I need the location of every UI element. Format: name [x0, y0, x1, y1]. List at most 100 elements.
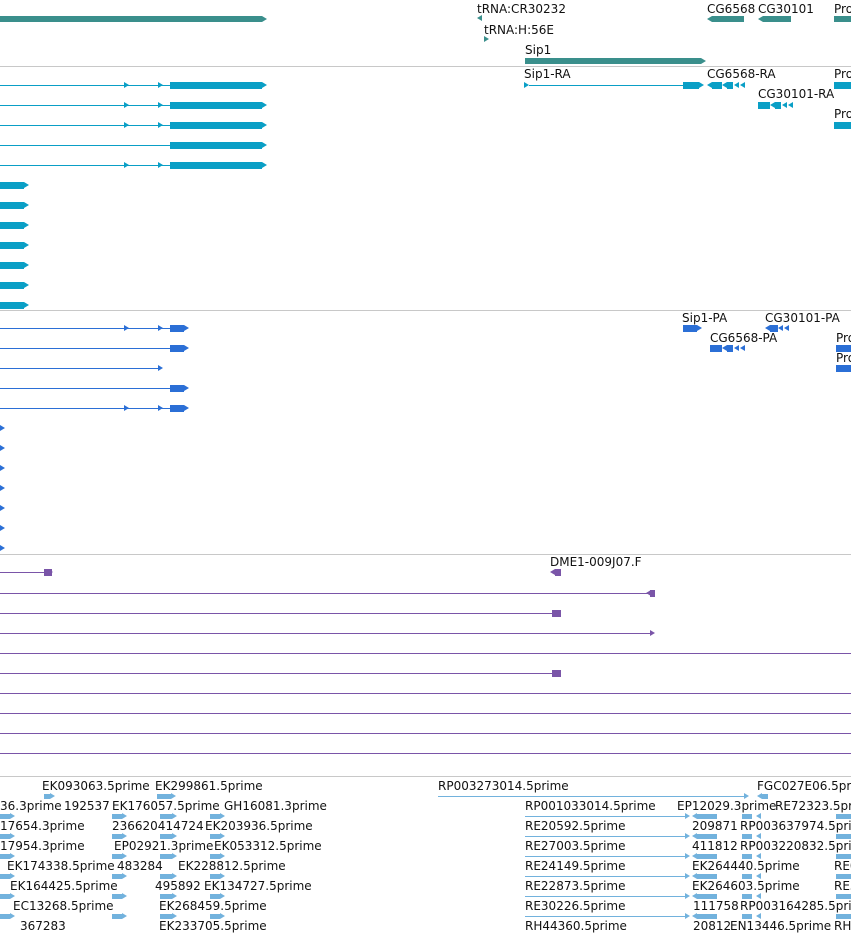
feature-block[interactable]: [758, 102, 770, 109]
est-line[interactable]: [525, 856, 685, 857]
feature-block[interactable]: [770, 325, 778, 332]
est-block[interactable]: [697, 914, 717, 919]
est-line[interactable]: [438, 796, 744, 797]
est-block[interactable]: [697, 834, 717, 839]
feature-line[interactable]: [0, 653, 851, 654]
est-block[interactable]: [742, 854, 752, 859]
transcript-exon[interactable]: [170, 162, 262, 169]
transcript-exon[interactable]: [0, 222, 24, 229]
feature-block[interactable]: [836, 345, 851, 352]
feature-line[interactable]: [0, 673, 552, 674]
est-block[interactable]: [0, 894, 10, 899]
est-block[interactable]: [742, 814, 752, 819]
est-block[interactable]: [0, 814, 10, 819]
feature-block[interactable]: [727, 345, 733, 352]
est-block[interactable]: [112, 814, 122, 819]
protein-exon[interactable]: [170, 325, 184, 332]
est-block[interactable]: [836, 874, 851, 879]
est-block[interactable]: [160, 874, 172, 879]
est-block[interactable]: [210, 834, 220, 839]
transcript-exon[interactable]: [683, 82, 699, 89]
trna-arrow-icon[interactable]: [477, 15, 482, 21]
feature-block[interactable]: [157, 794, 171, 799]
est-block[interactable]: [836, 914, 851, 919]
est-block[interactable]: [742, 914, 752, 919]
transcript-exon[interactable]: [0, 202, 24, 209]
feature-line[interactable]: [0, 753, 851, 754]
est-line[interactable]: [525, 876, 685, 877]
protein-intron[interactable]: [0, 368, 158, 369]
gene-feature-sip1[interactable]: [525, 58, 701, 64]
est-block[interactable]: [742, 834, 752, 839]
transcript-exon[interactable]: [170, 122, 262, 129]
est-block[interactable]: [160, 914, 172, 919]
transcript-intron[interactable]: [0, 125, 170, 126]
protein-intron[interactable]: [0, 388, 170, 389]
est-block[interactable]: [697, 894, 717, 899]
trna-arrow-icon[interactable]: [484, 36, 489, 42]
est-block[interactable]: [836, 834, 851, 839]
est-line[interactable]: [525, 896, 685, 897]
protein-exon[interactable]: [170, 345, 184, 352]
feature-block[interactable]: [710, 345, 722, 352]
est-block[interactable]: [0, 834, 10, 839]
est-line[interactable]: [525, 816, 685, 817]
est-block[interactable]: [160, 814, 172, 819]
feature-block[interactable]: [727, 82, 733, 89]
transcript-intron[interactable]: [529, 85, 683, 86]
feature-block[interactable]: [555, 569, 561, 576]
transcript-intron[interactable]: [0, 145, 170, 146]
alignment-line[interactable]: [0, 572, 44, 573]
feature-block[interactable]: [552, 610, 561, 617]
feature-block[interactable]: [44, 794, 50, 799]
feature-line[interactable]: [0, 693, 851, 694]
est-block[interactable]: [210, 914, 220, 919]
feature-line[interactable]: [0, 633, 650, 634]
est-block[interactable]: [210, 814, 220, 819]
est-block[interactable]: [160, 894, 172, 899]
est-block[interactable]: [0, 854, 10, 859]
gene-feature-cg6568[interactable]: [712, 16, 744, 22]
est-line[interactable]: [525, 836, 685, 837]
feature-block[interactable]: [712, 82, 722, 89]
transcript-exon[interactable]: [170, 82, 262, 89]
transcript-exon[interactable]: [0, 302, 24, 309]
est-block[interactable]: [836, 894, 851, 899]
gene-feature-pro[interactable]: [834, 16, 851, 22]
feature-block[interactable]: [552, 670, 561, 677]
transcript-intron[interactable]: [0, 85, 170, 86]
feature-block[interactable]: [834, 122, 851, 129]
feature-line[interactable]: [0, 593, 650, 594]
est-block[interactable]: [112, 854, 122, 859]
protein-intron[interactable]: [0, 408, 170, 409]
transcript-exon[interactable]: [0, 262, 24, 269]
transcript-intron[interactable]: [0, 105, 170, 106]
feature-block[interactable]: [650, 590, 655, 597]
est-block[interactable]: [112, 914, 122, 919]
est-block[interactable]: [742, 894, 752, 899]
feature-block[interactable]: [775, 102, 781, 109]
transcript-intron[interactable]: [0, 165, 170, 166]
protein-exon[interactable]: [170, 405, 184, 412]
est-block[interactable]: [210, 894, 220, 899]
protein-intron[interactable]: [0, 328, 170, 329]
feature-block[interactable]: [834, 82, 851, 89]
gene-feature-cg30101[interactable]: [763, 16, 791, 22]
transcript-exon[interactable]: [0, 282, 24, 289]
est-block[interactable]: [210, 874, 220, 879]
est-block[interactable]: [697, 814, 717, 819]
feature-block[interactable]: [762, 794, 768, 799]
est-block[interactable]: [160, 834, 172, 839]
feature-block[interactable]: [836, 365, 851, 372]
protein-intron[interactable]: [0, 348, 170, 349]
est-block[interactable]: [112, 894, 122, 899]
gene-feature[interactable]: [0, 16, 262, 22]
est-block[interactable]: [697, 874, 717, 879]
est-block[interactable]: [210, 854, 220, 859]
est-block[interactable]: [742, 874, 752, 879]
est-block[interactable]: [160, 854, 172, 859]
est-block[interactable]: [0, 874, 10, 879]
est-block[interactable]: [697, 854, 717, 859]
feature-line[interactable]: [0, 733, 851, 734]
est-block[interactable]: [112, 834, 122, 839]
